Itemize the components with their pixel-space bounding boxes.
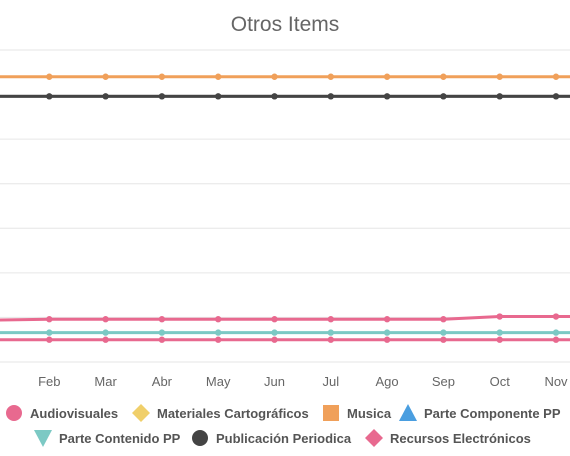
data-point[interactable] [327,93,334,100]
legend-item[interactable]: Publicación Periodica [190,428,351,448]
legend-label: Audiovisuales [30,405,119,421]
series-2 [0,73,570,80]
data-point[interactable] [327,336,334,343]
legend-swatch-icon [6,405,22,421]
legend-swatch-icon [323,405,339,421]
series-4 [0,329,570,336]
data-point[interactable] [215,329,222,336]
data-point[interactable] [496,93,503,100]
x-tick-label: Feb [38,374,60,389]
gridlines [0,49,570,363]
data-point[interactable] [496,313,503,320]
data-point[interactable] [158,329,166,336]
x-tick-label: Abr [152,374,173,389]
data-point[interactable] [102,329,109,336]
data-point[interactable] [327,73,334,80]
data-point[interactable] [383,336,391,343]
data-point[interactable] [102,316,109,323]
data-point[interactable] [440,329,447,336]
data-point[interactable] [158,336,166,343]
legend-item[interactable]: Materiales Cartográficos [131,403,309,423]
legend-item[interactable]: Musica [321,403,391,423]
data-point[interactable] [552,313,560,320]
data-point[interactable] [440,316,447,323]
legend-label: Materiales Cartográficos [157,405,309,421]
x-tick-label: Jul [322,374,339,389]
data-point[interactable] [383,93,391,100]
data-point[interactable] [271,336,278,343]
x-tick-label: Jun [264,374,285,389]
legend-label: Parte Componente PP [424,405,561,421]
data-point[interactable] [383,73,391,80]
chart-title: Otros Items [231,13,340,36]
data-point[interactable] [271,329,278,336]
data-point[interactable] [327,316,334,323]
data-point[interactable] [158,73,166,80]
x-tick-label: May [206,374,231,389]
data-point[interactable] [496,73,503,80]
data-point[interactable] [552,336,560,343]
data-point[interactable] [552,329,560,336]
data-point[interactable] [215,336,222,343]
legend-swatch-icon [34,430,52,447]
series-0 [0,313,570,323]
legend-swatch-icon [132,404,150,422]
legend-item[interactable]: Parte Contenido PP [33,428,180,448]
data-point[interactable] [440,73,447,80]
legend-swatch-icon [365,429,383,447]
series-layer [0,73,570,343]
x-tick-label: Ago [376,374,399,389]
legend-swatch-icon [192,430,208,446]
data-point[interactable] [496,329,503,336]
data-point[interactable] [271,316,278,323]
data-point[interactable] [215,93,222,100]
x-axis-tick-labels: eFebMarAbrMayJunJulAgoSepOctNov [38,374,568,389]
data-point[interactable] [46,336,53,343]
legend-label: Musica [347,405,392,421]
legend-item[interactable]: Recursos Electrónicos [364,428,531,448]
x-tick-label: Oct [490,374,511,389]
data-point[interactable] [440,93,447,100]
data-point[interactable] [46,316,53,323]
data-point[interactable] [102,73,109,80]
data-point[interactable] [46,73,53,80]
data-point[interactable] [552,73,560,80]
data-point[interactable] [215,316,222,323]
legend-swatch-icon [399,404,417,421]
legend-label: Parte Contenido PP [59,430,181,446]
x-tick-label: Sep [432,374,455,389]
data-point[interactable] [552,93,560,100]
data-point[interactable] [46,329,53,336]
data-point[interactable] [158,93,166,100]
data-point[interactable] [383,329,391,336]
x-tick-label: Mar [94,374,117,389]
data-point[interactable] [271,73,278,80]
data-point[interactable] [102,336,109,343]
legend-label: Recursos Electrónicos [390,430,531,446]
data-point[interactable] [102,93,109,100]
data-point[interactable] [271,93,278,100]
legend-label: Publicación Periodica [216,430,352,446]
data-point[interactable] [496,336,503,343]
x-tick-label: Nov [544,374,568,389]
legend-item[interactable]: Parte Componente PP [398,403,561,423]
data-point[interactable] [440,336,447,343]
data-point[interactable] [327,329,334,336]
series-6 [0,336,570,343]
legend-item[interactable]: Audiovisuales [4,403,118,423]
data-point[interactable] [215,73,222,80]
data-point[interactable] [383,316,391,323]
data-point[interactable] [158,316,166,323]
data-point[interactable] [46,93,53,100]
series-5 [0,93,570,100]
